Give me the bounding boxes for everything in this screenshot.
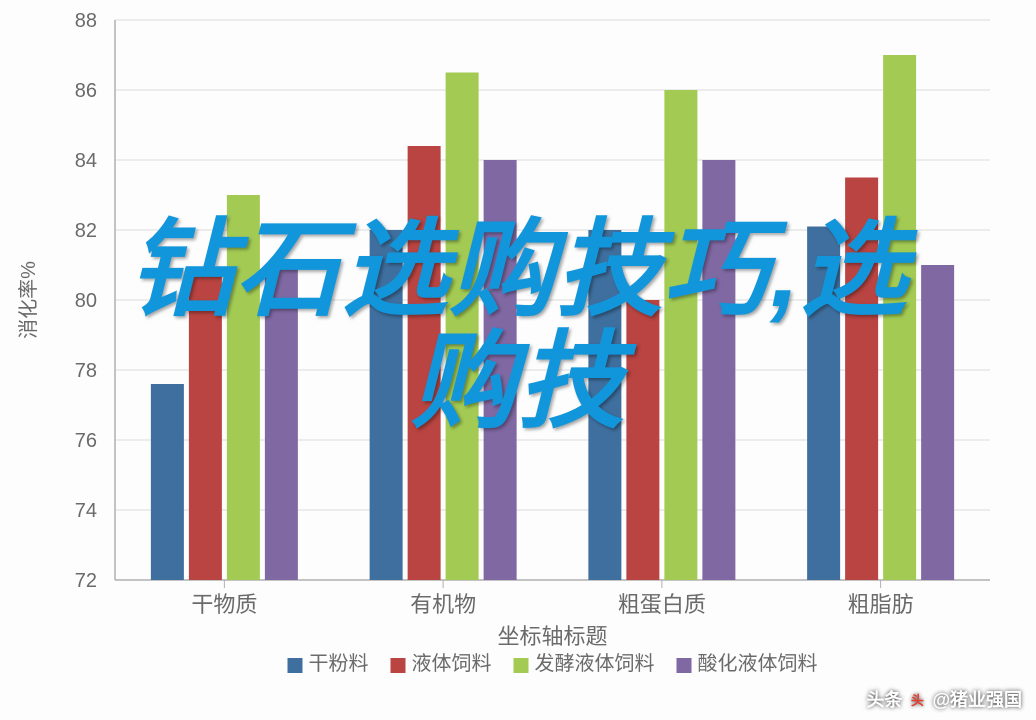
- bar: [408, 146, 441, 580]
- legend-label: 酸化液体饲料: [698, 652, 818, 675]
- bar: [626, 300, 659, 580]
- bar-chart: 72 74 76 78 80 82 84 86 88 消化率% 干物质 有机物 粗蛋白质 粗脂肪坐标轴标题…: [0, 0, 1036, 720]
- legend-label: 干粉料: [309, 652, 369, 675]
- watermark: 头条 头 @猪业强国: [866, 686, 1022, 712]
- bar: [921, 265, 954, 580]
- x-tick-label: 粗蛋白质: [618, 592, 706, 617]
- watermark-icon: 头: [906, 688, 928, 710]
- legend-swatch: [391, 658, 406, 673]
- bar: [484, 160, 517, 580]
- y-tick-label: 86: [75, 80, 97, 102]
- y-tick-label: 76: [75, 430, 97, 452]
- bar: [845, 178, 878, 581]
- bar: [588, 230, 621, 580]
- y-tick-label: 80: [75, 290, 97, 312]
- legend-label: 发酵液体饲料: [535, 652, 655, 675]
- legend-swatch: [677, 658, 692, 673]
- chart-container: 72 74 76 78 80 82 84 86 88 消化率% 干物质 有机物 粗蛋白质 粗脂肪坐标轴标题…: [0, 0, 1036, 720]
- watermark-prefix: 头条: [866, 686, 902, 712]
- bar: [265, 269, 298, 581]
- x-tick-label: 粗脂肪: [848, 592, 914, 617]
- legend-swatch: [514, 658, 529, 673]
- y-tick-label: 78: [75, 360, 97, 382]
- x-tick-label: 有机物: [410, 592, 476, 617]
- bar: [883, 55, 916, 580]
- watermark-handle: @猪业强国: [932, 686, 1022, 712]
- bar: [446, 73, 479, 581]
- bar: [370, 230, 403, 580]
- legend-swatch: [288, 658, 303, 673]
- bar: [702, 160, 735, 580]
- y-tick-label: 72: [75, 570, 97, 592]
- x-tick-label: 干物质: [191, 592, 257, 617]
- bar: [189, 269, 222, 581]
- y-tick-label: 74: [75, 500, 97, 522]
- legend-label: 液体饲料: [412, 652, 492, 675]
- bar: [807, 227, 840, 581]
- x-axis-label: 坐标轴标题: [497, 624, 607, 649]
- bar: [664, 90, 697, 580]
- bar: [227, 195, 260, 580]
- y-tick-label: 82: [75, 220, 97, 242]
- bar: [151, 384, 184, 580]
- y-tick-label: 88: [75, 10, 97, 32]
- y-tick-label: 84: [75, 150, 97, 172]
- y-axis-label: 消化率%: [17, 261, 40, 339]
